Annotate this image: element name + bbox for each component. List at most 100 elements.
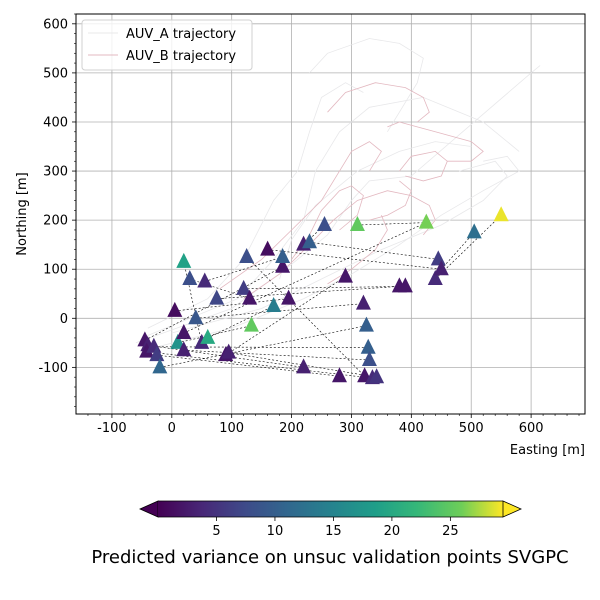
validation-point	[418, 213, 434, 229]
colorbar-tick-label: 10	[267, 524, 284, 539]
auv-a-trajectory-line	[309, 38, 424, 133]
colorbar-gradient	[158, 501, 503, 517]
y-tick-label: 600	[43, 17, 68, 32]
validation-link	[435, 215, 502, 280]
validation-link	[207, 305, 274, 339]
validation-link	[357, 222, 427, 226]
x-tick-label: 0	[168, 421, 176, 436]
validation-point	[358, 316, 374, 332]
validation-point	[493, 206, 509, 222]
legend-entry-auv-b: AUV_B trajectory	[126, 49, 236, 64]
x-tick-label: 600	[519, 421, 544, 436]
y-axis-label: Northing [m]	[15, 172, 30, 255]
validation-point	[176, 252, 192, 268]
validation-point	[266, 297, 282, 313]
legend: AUV_A trajectory AUV_B trajectory	[81, 19, 253, 71]
validation-link	[159, 325, 367, 368]
x-axis-ticks: -100 0 100 200 300 400 500 600	[87, 414, 580, 436]
y-tick-label: 0	[60, 312, 68, 327]
validation-point	[361, 351, 377, 367]
auv-a-trajectory-line	[279, 141, 472, 280]
validation-link	[243, 286, 406, 290]
colorbar-tick-label: 20	[384, 524, 401, 539]
validation-point	[176, 341, 192, 357]
auv-b-trajectory-line	[369, 180, 412, 221]
auv-a-trajectory-line	[141, 96, 520, 339]
y-tick-label: 200	[43, 214, 68, 229]
x-tick-label: 300	[339, 421, 364, 436]
validation-point	[369, 368, 385, 384]
validation-link	[189, 278, 250, 299]
validation-point	[209, 289, 225, 305]
validation-link	[204, 256, 283, 282]
validation-point	[152, 358, 168, 374]
validation-link	[228, 352, 377, 378]
validation-point	[296, 358, 312, 374]
validation-point	[188, 309, 204, 325]
auv-b-trajectory-line	[327, 82, 430, 123]
x-tick-label: 200	[279, 421, 304, 436]
y-tick-label: -100	[38, 361, 68, 376]
validation-point	[221, 343, 237, 359]
validation-point	[139, 342, 155, 358]
validation-point	[170, 333, 186, 349]
validation-point	[275, 257, 291, 273]
auv-a-trajectory-line	[147, 82, 364, 329]
validation-point	[281, 289, 297, 305]
validation-point	[427, 270, 443, 286]
legend-entry-auv-a: AUV_A trajectory	[126, 27, 236, 42]
validation-point	[236, 279, 252, 295]
colorbar-tick-label: 15	[325, 524, 342, 539]
auv-a-trajectory-line	[153, 155, 520, 349]
validation-point	[182, 270, 198, 286]
validation-link	[174, 298, 289, 312]
validation-point	[337, 267, 353, 283]
colorbar-extend-low	[139, 500, 159, 518]
validation-link	[183, 222, 427, 334]
validation-link	[183, 349, 370, 361]
plot-frame	[75, 13, 586, 415]
colorbar-extend-high	[502, 500, 522, 518]
validation-point	[360, 338, 376, 354]
x-tick-label: 500	[459, 421, 484, 436]
y-tick-label: 100	[43, 263, 68, 278]
colorbar: 5 10 15 20 25 Predicted variance on unsuc va…	[91, 500, 569, 568]
validation-point	[430, 250, 446, 266]
validation-point	[176, 324, 192, 340]
validation-point	[260, 240, 276, 256]
validation-link	[177, 325, 252, 344]
validation-point	[242, 289, 258, 305]
x-axis-label: Easting [m]	[510, 443, 585, 458]
legend-frame	[81, 19, 253, 71]
validation-point	[302, 233, 318, 249]
colorbar-ticks: 5 10 15 20 25	[212, 517, 459, 539]
auv-b-trajectory-line	[291, 185, 364, 260]
validation-point	[355, 294, 371, 310]
validation-link	[216, 286, 400, 299]
y-tick-label: 300	[43, 165, 68, 180]
validation-link	[309, 241, 439, 260]
y-axis-ticks: -100 0 100 200 300 400 500 600	[38, 13, 76, 407]
validation-point	[197, 272, 213, 288]
auv-b-trajectory-line	[387, 121, 484, 162]
validation-point	[239, 247, 255, 263]
validation-point	[349, 216, 365, 232]
validation-link	[156, 354, 340, 377]
validation-points	[137, 206, 509, 385]
colorbar-tick-label: 25	[442, 524, 459, 539]
validation-link	[441, 232, 475, 270]
validation-point	[200, 328, 216, 344]
y-tick-label: 500	[43, 66, 68, 81]
validation-point	[243, 316, 259, 332]
validation-point	[433, 260, 449, 276]
validation-link	[183, 261, 203, 343]
x-tick-label: 100	[219, 421, 244, 436]
grid-lines	[76, 14, 585, 414]
auv-a-trajectory-line	[135, 65, 541, 344]
validation-links	[144, 215, 502, 379]
colorbar-label: Predicted variance on unsuc validation p…	[91, 547, 568, 568]
validation-point	[397, 277, 413, 293]
validation-link	[267, 249, 442, 270]
x-tick-label: 400	[399, 421, 424, 436]
